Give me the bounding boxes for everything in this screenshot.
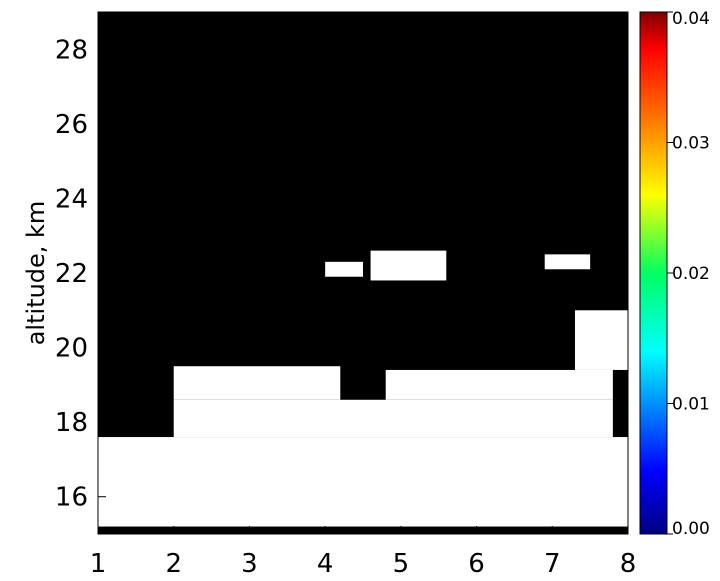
plot-area: [97, 11, 629, 535]
heatmap-region: [173, 399, 613, 438]
y-tick-label: 16: [55, 483, 88, 513]
heatmap-cells: [98, 250, 628, 527]
x-axis-ticks: 1 2 3 4 5 6 7 8: [90, 526, 637, 579]
heatmap-region: [370, 250, 447, 281]
x-tick-label: 4: [317, 549, 334, 579]
y-tick-label: 24: [55, 184, 88, 214]
colorbar: 0.00 0.01 0.02 0.03 0.04: [639, 9, 710, 539]
x-tick-label: 3: [241, 549, 258, 579]
colorbar-tick-label: 0.01: [672, 395, 710, 415]
colorbar-tick-label: 0.03: [672, 134, 710, 154]
heatmap-region: [575, 310, 628, 370]
y-axis-ticks: 16 18 20 22 24 26 28: [55, 35, 106, 513]
colorbar-ticks: 0.00 0.01 0.02 0.03 0.04: [667, 9, 710, 539]
y-axis-title: altitude, km: [22, 201, 50, 346]
colorbar-tick-label: 0.02: [672, 264, 710, 284]
y-tick-label: 26: [55, 110, 88, 140]
colorbar-gradient: [639, 11, 668, 535]
x-tick-label: 7: [544, 549, 561, 579]
colorbar-tick-label: 0.04: [672, 9, 710, 29]
colorbar-tick-label: 0.00: [672, 519, 710, 539]
heatmap-region: [98, 437, 628, 527]
x-tick-label: 5: [393, 549, 410, 579]
heatmap-region: [173, 366, 341, 400]
x-tick-label: 2: [165, 549, 182, 579]
x-tick-label: 6: [468, 549, 485, 579]
heatmap-region: [385, 369, 613, 400]
x-tick-label: 1: [90, 549, 107, 579]
y-tick-label: 28: [55, 35, 88, 65]
heatmap-region: [325, 261, 363, 277]
y-tick-label: 22: [55, 259, 88, 289]
y-tick-label: 20: [55, 334, 88, 364]
heatmap-region: [544, 254, 591, 270]
x-tick-label: 8: [620, 549, 637, 579]
y-tick-label: 18: [55, 408, 88, 438]
